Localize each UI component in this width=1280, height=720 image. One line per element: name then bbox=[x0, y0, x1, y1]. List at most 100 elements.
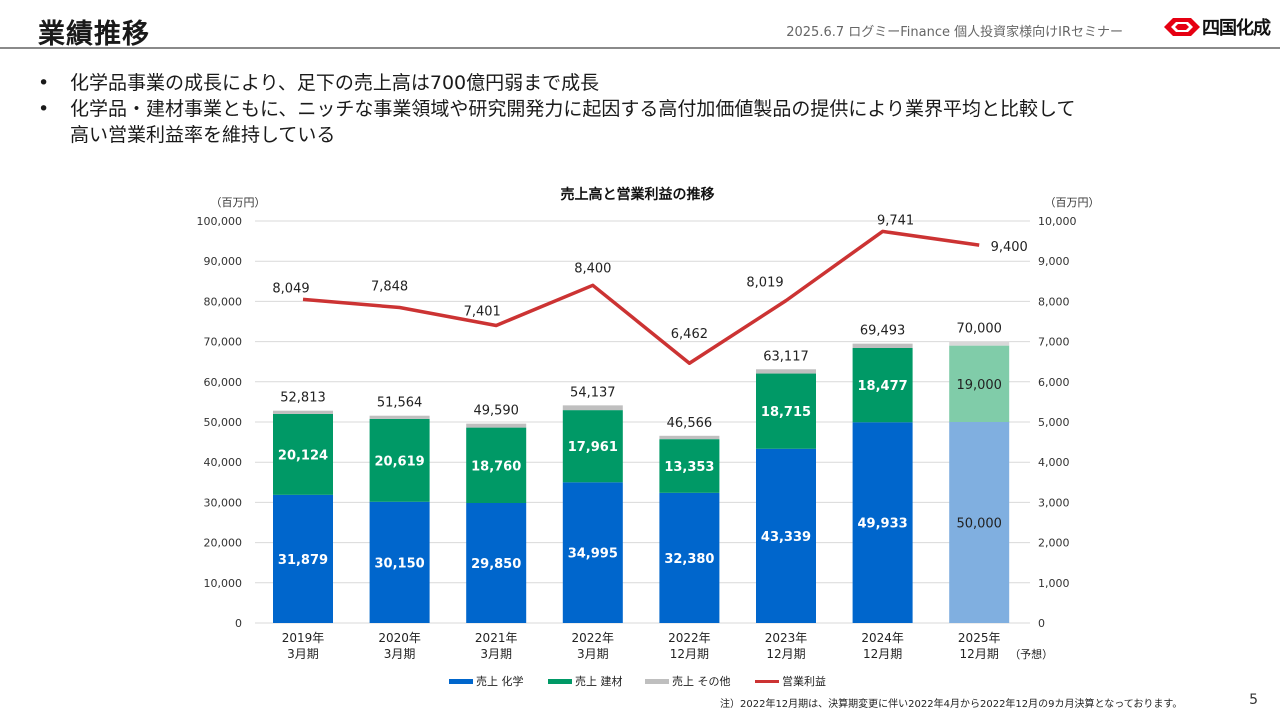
bar-building bbox=[852, 347, 913, 423]
bar-label-building: 19,000 bbox=[956, 378, 1002, 393]
bar-building bbox=[466, 427, 527, 504]
x-tick-label-period: 12月期 bbox=[766, 647, 805, 661]
bar-label-building: 18,477 bbox=[858, 379, 908, 394]
bullet-item-continued: 高い営業利益率を維持している bbox=[38, 122, 1075, 148]
bar-label-chemical: 29,850 bbox=[471, 557, 521, 572]
legend-label: 売上 化学 bbox=[476, 674, 524, 688]
bar-label-building: 18,715 bbox=[761, 405, 811, 420]
bar-other bbox=[949, 341, 1010, 346]
legend-label: 売上 建材 bbox=[575, 674, 623, 688]
bar-total-label: 70,000 bbox=[956, 322, 1002, 337]
legend-label: 営業利益 bbox=[782, 674, 826, 688]
y-tick-right: 4,000 bbox=[1038, 456, 1070, 469]
bar-building bbox=[273, 413, 333, 495]
forecast-label: （予想） bbox=[1009, 647, 1053, 661]
bar-total-label: 51,564 bbox=[377, 396, 423, 411]
bar-other bbox=[273, 410, 333, 414]
bar-other bbox=[562, 405, 623, 411]
y-tick-right: 1,000 bbox=[1038, 577, 1070, 590]
x-tick-label-year: 2022年 bbox=[572, 631, 615, 645]
y-tick-left: 70,000 bbox=[204, 336, 243, 349]
bar-other bbox=[756, 369, 816, 374]
bar-other bbox=[659, 435, 720, 440]
bar-total-label: 54,137 bbox=[570, 385, 616, 400]
y-tick-left: 60,000 bbox=[204, 376, 243, 389]
bar-other bbox=[369, 415, 430, 419]
bar-chemical bbox=[273, 494, 333, 623]
profit-label: 8,049 bbox=[272, 281, 309, 296]
y-tick-right: 5,000 bbox=[1038, 416, 1070, 429]
bar-label-chemical: 32,380 bbox=[664, 552, 714, 567]
bar-label-chemical: 43,339 bbox=[761, 530, 811, 545]
bar-chemical bbox=[949, 422, 1010, 623]
x-tick-label-period: 3月期 bbox=[577, 647, 609, 661]
y-tick-right: 9,000 bbox=[1038, 255, 1070, 268]
profit-label: 8,400 bbox=[574, 261, 611, 276]
bar-total-label: 46,566 bbox=[667, 416, 713, 431]
bar-chemical bbox=[466, 503, 527, 623]
bullet-text: 化学品・建材事業ともに、ニッチな事業領域や研究開発力に起因する高付加価値製品の提… bbox=[70, 98, 1076, 120]
x-tick-label-year: 2019年 bbox=[282, 631, 325, 645]
profit-label: 9,400 bbox=[991, 240, 1028, 255]
bullet-marker: • bbox=[38, 72, 50, 94]
bar-label-chemical: 30,150 bbox=[375, 556, 425, 571]
y-tick-right: 0 bbox=[1038, 617, 1045, 630]
summary-bullets: • 化学品事業の成長により、足下の売上高は700億円弱まで成長 • 化学品・建材… bbox=[38, 70, 1075, 148]
bar-label-chemical: 50,000 bbox=[956, 517, 1002, 532]
bar-label-building: 18,760 bbox=[471, 459, 521, 474]
legend-swatch bbox=[645, 679, 669, 684]
bar-other bbox=[852, 343, 913, 348]
y-tick-left: 40,000 bbox=[204, 456, 243, 469]
y-tick-left: 90,000 bbox=[204, 255, 243, 268]
chart-title: 売上高と営業利益の推移 bbox=[561, 186, 715, 203]
bar-building bbox=[562, 410, 623, 483]
logo-text: 四国化成 bbox=[1202, 18, 1271, 39]
page-title: 業績推移 bbox=[38, 19, 150, 50]
y-tick-right: 8,000 bbox=[1038, 295, 1070, 308]
bar-chemical bbox=[659, 492, 720, 623]
bar-building bbox=[949, 345, 1010, 422]
bar-other bbox=[466, 423, 527, 428]
x-tick-label-period: 12月期 bbox=[863, 647, 902, 661]
bar-label-building: 20,124 bbox=[278, 448, 328, 463]
bar-total-label: 49,590 bbox=[473, 404, 519, 419]
logo-diamond-icon bbox=[1164, 18, 1200, 36]
y-tick-left: 10,000 bbox=[204, 577, 243, 590]
legend-swatch bbox=[548, 679, 572, 684]
company-logo: 四国化成 bbox=[1164, 14, 1271, 40]
bar-chemical bbox=[756, 448, 816, 623]
bar-label-building: 13,353 bbox=[664, 460, 714, 475]
y-tick-left: 20,000 bbox=[204, 537, 243, 550]
y-tick-left: 50,000 bbox=[204, 416, 243, 429]
y-tick-left: 0 bbox=[235, 617, 242, 630]
profit-label: 7,848 bbox=[371, 280, 408, 295]
profit-label: 7,401 bbox=[464, 304, 501, 319]
legend-swatch bbox=[449, 679, 473, 684]
event-caption: 2025.6.7 ログミーFinance 個人投資家様向けIRセミナー bbox=[786, 25, 1123, 40]
y-tick-right: 10,000 bbox=[1038, 215, 1077, 228]
bar-building bbox=[369, 418, 430, 502]
bullet-item: • 化学品・建材事業ともに、ニッチな事業領域や研究開発力に起因する高付加価値製品… bbox=[38, 96, 1075, 122]
x-tick-label-year: 2020年 bbox=[378, 631, 421, 645]
footnote: 注）2022年12月期は、決算期変更に伴い2022年4月から2022年12月の9… bbox=[720, 699, 1183, 710]
y-tick-right: 6,000 bbox=[1038, 376, 1070, 389]
profit-label: 9,741 bbox=[877, 213, 914, 228]
bullet-marker: • bbox=[38, 98, 50, 120]
bar-label-chemical: 31,879 bbox=[278, 553, 328, 568]
bar-label-chemical: 49,933 bbox=[858, 517, 908, 532]
y-axis-left-unit: （百万円） bbox=[211, 196, 266, 209]
bullet-item: • 化学品事業の成長により、足下の売上高は700億円弱まで成長 bbox=[38, 70, 1075, 96]
x-tick-label-year: 2024年 bbox=[861, 631, 904, 645]
bar-label-building: 20,619 bbox=[375, 454, 425, 469]
bar-building bbox=[756, 373, 816, 449]
profit-label: 8,019 bbox=[746, 276, 783, 291]
bar-total-label: 69,493 bbox=[860, 324, 906, 339]
bar-building bbox=[659, 439, 720, 493]
bar-label-chemical: 34,995 bbox=[568, 547, 618, 562]
x-tick-label-period: 3月期 bbox=[287, 647, 319, 661]
y-axis-right-unit: （百万円） bbox=[1045, 196, 1100, 209]
bar-total-label: 52,813 bbox=[280, 391, 326, 406]
x-tick-label-year: 2022年 bbox=[668, 631, 711, 645]
bar-chemical bbox=[369, 501, 430, 623]
profit-label: 6,462 bbox=[671, 327, 708, 342]
